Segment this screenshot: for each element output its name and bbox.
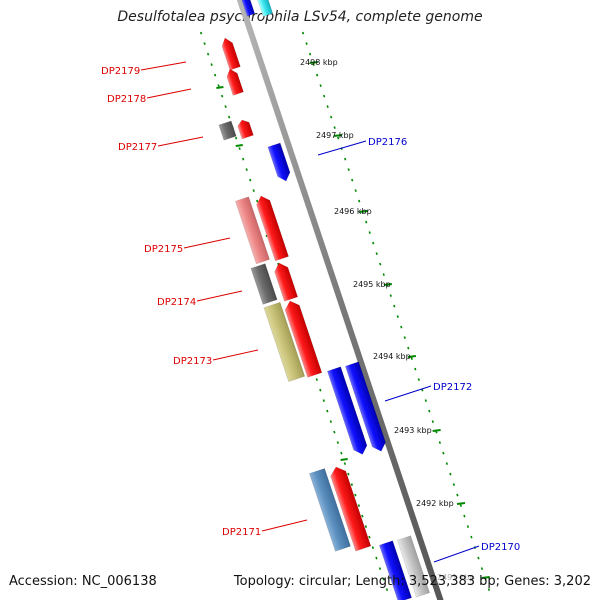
kbp-label: 2494 kbp <box>373 352 411 361</box>
gene-dp2173[interactable] <box>283 299 323 378</box>
gene-label-dp2174[interactable]: DP2174 <box>157 297 196 308</box>
gene-dp2177-gray[interactable] <box>218 120 237 141</box>
gene-label-dp2176[interactable]: DP2176 <box>368 137 407 148</box>
genome-backbone <box>236 0 444 600</box>
label-leader-line <box>196 290 243 302</box>
scale-tick <box>216 86 224 89</box>
kbp-tick <box>333 134 343 137</box>
gene-label-dp2172[interactable]: DP2172 <box>433 382 472 393</box>
label-leader-line <box>146 88 192 99</box>
gene-label-dp2177[interactable]: DP2177 <box>118 142 157 153</box>
label-leader-line <box>433 545 480 563</box>
kbp-label: 2492 kbp <box>416 499 454 508</box>
gene-label-dp2179[interactable]: DP2179 <box>101 66 140 77</box>
gene-dp2172-b[interactable] <box>344 361 387 454</box>
scale-tick <box>235 144 243 147</box>
kbp-tick <box>456 502 466 505</box>
gene-dp2176[interactable] <box>267 142 292 183</box>
gene-dp2175-pink[interactable] <box>234 196 270 265</box>
kbp-tick <box>481 576 490 579</box>
gene-blue-top[interactable] <box>239 0 256 17</box>
label-leader-line <box>183 237 231 249</box>
label-leader-line <box>212 349 259 361</box>
map-title: Desulfotalea psychrophila LSv54, complet… <box>117 9 483 25</box>
gene-dp2179[interactable] <box>220 36 241 71</box>
gene-dp2171-steel[interactable] <box>309 468 351 552</box>
kbp-label: 2491 kbp <box>437 573 475 582</box>
topology-text: Topology: circular; Length: 3,523,383 bp… <box>233 574 591 589</box>
kbp-label: 2495 kbp <box>353 280 391 289</box>
gene-dp2177[interactable] <box>236 118 254 140</box>
gene-dp2172-a[interactable] <box>326 366 369 457</box>
kbp-label: 2497 kbp <box>316 131 354 140</box>
kbp-tick <box>383 283 392 286</box>
gene-dp2178[interactable] <box>225 67 244 96</box>
label-leader-line <box>317 140 367 156</box>
gene-dp2174-gray[interactable] <box>250 263 278 305</box>
gene-dp2170-gray[interactable] <box>396 535 431 598</box>
kbp-tick <box>407 355 417 358</box>
kbp-tick <box>432 429 441 432</box>
label-leader-line <box>157 136 204 147</box>
gene-dp2175[interactable] <box>254 194 289 262</box>
label-leader-line <box>384 385 432 402</box>
label-leader-line <box>140 61 187 71</box>
gene-dp2171[interactable] <box>328 464 372 552</box>
gene-label-dp2178[interactable]: DP2178 <box>107 94 146 105</box>
kbp-tick <box>309 61 318 64</box>
kbp-tick <box>359 210 368 213</box>
gene-dp2173-olive[interactable] <box>263 301 306 383</box>
accession-text: Accession: NC_006138 <box>9 574 157 589</box>
kbp-label: 2493 kbp <box>394 426 432 435</box>
gene-label-dp2173[interactable]: DP2173 <box>173 356 212 367</box>
kbp-label: 2498 kbp <box>300 58 338 67</box>
gene-dp2174[interactable] <box>272 261 299 302</box>
gene-label-dp2171[interactable]: DP2171 <box>222 527 261 538</box>
label-leader-line <box>261 519 308 532</box>
scale-tick <box>340 458 348 461</box>
right-dotted-track <box>301 31 491 591</box>
kbp-label: 2496 kbp <box>334 207 372 216</box>
gene-dp2170[interactable] <box>378 540 413 600</box>
gene-label-dp2175[interactable]: DP2175 <box>144 244 183 255</box>
gene-cyan-top[interactable] <box>255 0 274 17</box>
gene-label-dp2170[interactable]: DP2170 <box>481 542 520 553</box>
